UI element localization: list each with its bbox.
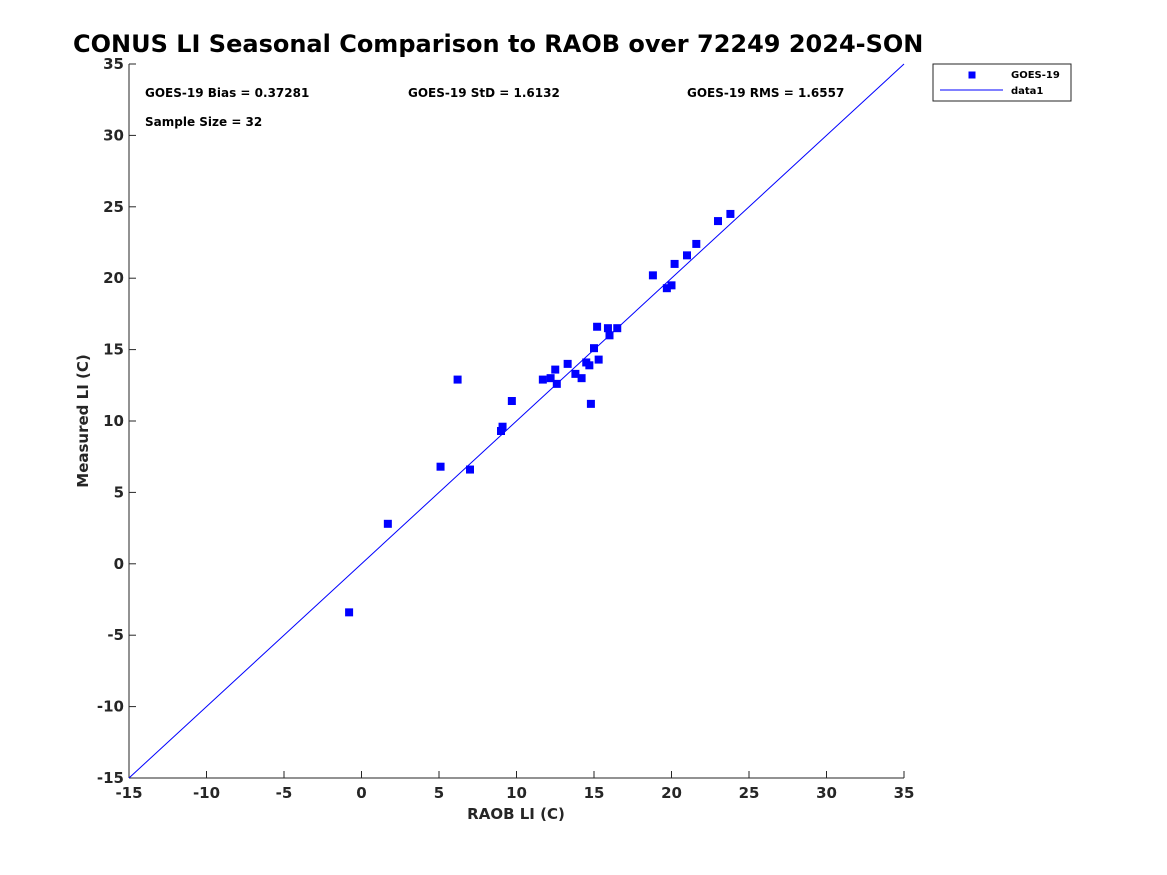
- legend-label-goes19: GOES-19: [1011, 70, 1060, 81]
- scatter-point: [594, 355, 603, 364]
- x-tick-label: 0: [356, 784, 366, 802]
- scatter-point: [498, 422, 507, 431]
- scatter-point: [497, 426, 505, 435]
- scatter-point: [648, 271, 657, 280]
- scatter-point: [667, 281, 676, 290]
- scatter-point: [662, 284, 671, 293]
- scatter-point: [563, 359, 572, 368]
- x-tick-label: 5: [434, 784, 444, 802]
- scatter-point: [546, 374, 555, 383]
- y-tick-label: 0: [114, 555, 124, 573]
- sample-size-annotation: Sample Size = 32: [145, 115, 262, 129]
- y-tick-label: -10: [97, 698, 124, 716]
- scatter-point: [603, 324, 612, 333]
- scatter-point: [453, 375, 462, 384]
- scatter-point: [613, 324, 622, 333]
- x-tick-label: -10: [193, 784, 220, 802]
- scatter-point: [577, 374, 586, 383]
- x-tick-label: 25: [739, 784, 760, 802]
- scatter-point: [507, 397, 516, 406]
- scatter-point: [345, 608, 354, 617]
- series-line-data1: [128, 63, 905, 779]
- y-tick-label: 35: [103, 55, 124, 73]
- scatter-point: [683, 251, 691, 260]
- plot-area: -15 -10 -5 0 5 10 15 20 25 30 35 -15 -10 -5 0 5 10 15 20 2…: [97, 55, 915, 802]
- scatter-point: [551, 365, 560, 374]
- x-axis-label: RAOB LI (C): [467, 805, 565, 823]
- scatter-point: [726, 209, 735, 218]
- y-tick-label: 20: [103, 269, 124, 287]
- scatter-point: [692, 239, 701, 248]
- scatter-point: [436, 462, 445, 471]
- legend-label-data1: data1: [1011, 86, 1043, 97]
- x-tick-label: 10: [506, 784, 527, 802]
- y-ticks: -15 -10 -5 0 5 10 15 20 25 30 35: [97, 55, 136, 787]
- y-tick-label: -5: [107, 626, 124, 644]
- legend-marker-goes19: [968, 71, 976, 79]
- std-annotation: GOES-19 StD = 1.6132: [408, 86, 560, 100]
- scatter-point: [590, 344, 598, 353]
- x-tick-label: 15: [584, 784, 605, 802]
- rms-annotation: GOES-19 RMS = 1.6557: [687, 86, 844, 100]
- legend-box: [932, 63, 1072, 102]
- scatter-point: [586, 399, 595, 408]
- x-tick-label: -5: [276, 784, 293, 802]
- scatter-point: [571, 369, 580, 378]
- scatter-point: [585, 361, 594, 370]
- x-ticks: -15 -10 -5 0 5 10 15 20 25 30 35: [115, 771, 914, 802]
- scatter-point: [670, 259, 679, 268]
- x-tick-label: 35: [894, 784, 915, 802]
- series-lines: [128, 63, 905, 779]
- y-tick-label: 30: [103, 126, 124, 144]
- scatter-points: [345, 209, 735, 617]
- chart-title: CONUS LI Seasonal Comparison to RAOB ove…: [73, 30, 923, 58]
- scatter-point: [552, 379, 561, 388]
- y-tick-label: 15: [103, 341, 124, 359]
- scatter-point: [714, 217, 722, 226]
- y-tick-label: 10: [103, 412, 124, 430]
- x-tick-label: -15: [115, 784, 142, 802]
- x-tick-label: 20: [661, 784, 682, 802]
- scatter-point: [466, 465, 474, 474]
- bias-annotation: GOES-19 Bias = 0.37281: [145, 86, 309, 100]
- y-tick-label: 25: [103, 198, 124, 216]
- scatter-point: [538, 375, 547, 384]
- y-tick-label: 5: [114, 483, 124, 501]
- legend: GOES-19 data1: [932, 63, 1072, 102]
- y-axis-label: Measured LI (C): [74, 354, 92, 487]
- x-tick-label: 30: [816, 784, 837, 802]
- scatter-point: [605, 331, 614, 340]
- y-tick-label: -15: [97, 769, 124, 787]
- scatter-point: [383, 519, 392, 528]
- scatter-point: [593, 322, 602, 331]
